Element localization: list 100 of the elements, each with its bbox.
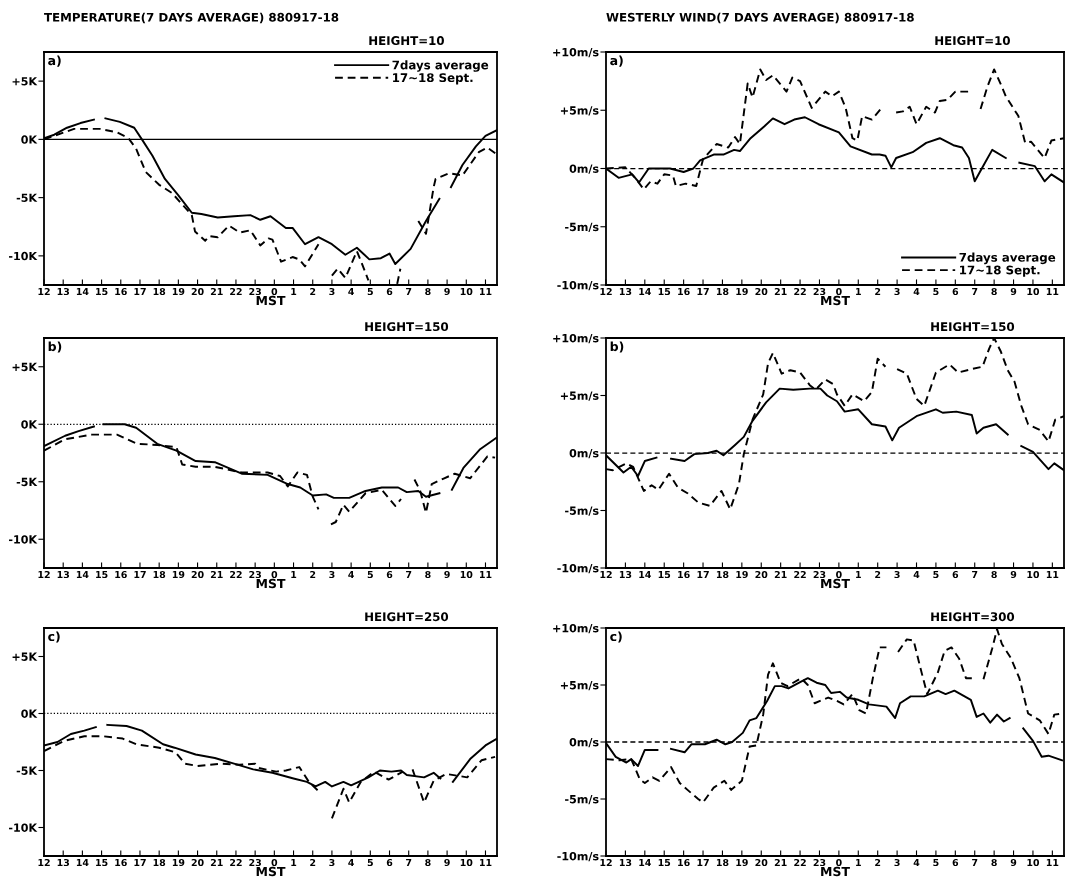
x-tick-label: 10 bbox=[460, 570, 473, 579]
y-tick-label: 0m/s bbox=[569, 737, 599, 748]
x-tick-label: 2 bbox=[875, 287, 881, 295]
annotation: c) bbox=[610, 631, 622, 643]
x-tick-label: 13 bbox=[57, 287, 70, 296]
y-tick-label: +10m/s bbox=[553, 47, 599, 58]
x-tick-label: 17 bbox=[134, 288, 146, 295]
x-tick-label: 16 bbox=[115, 858, 127, 867]
chart-subtitle: HEIGHT=150 bbox=[931, 322, 1015, 332]
x-tick-label: 11 bbox=[1046, 288, 1059, 295]
x-tick-label: 7 bbox=[972, 859, 978, 866]
y-tick-label: +5K bbox=[12, 652, 38, 661]
y-tick-label: +5m/s bbox=[560, 391, 599, 401]
x-tick-label: 5 bbox=[933, 571, 939, 579]
y-tick-label: +5K bbox=[12, 77, 38, 86]
x-tick-label: 14 bbox=[639, 859, 651, 866]
x-tick-label: 1 bbox=[291, 859, 297, 866]
x-tick-label: 3 bbox=[894, 570, 900, 579]
x-tick-label: 19 bbox=[172, 570, 185, 579]
x-tick-label: 13 bbox=[619, 570, 632, 579]
y-tick-label: -10m/s bbox=[557, 563, 599, 574]
x-tick-label: 21 bbox=[774, 570, 787, 578]
x-tick-label: 0 bbox=[836, 570, 842, 579]
y-tick-label: -5K bbox=[16, 477, 38, 487]
x-tick-label: 22 bbox=[230, 570, 242, 578]
x-tick-label: 21 bbox=[210, 287, 223, 295]
x-tick-label: 23 bbox=[249, 287, 261, 296]
x-tick-label: 18 bbox=[716, 858, 729, 867]
chart-subtitle: HEIGHT=10 bbox=[935, 36, 1010, 46]
x-tick-label: 3 bbox=[329, 287, 335, 296]
x-tick-label: 14 bbox=[639, 288, 651, 295]
x-tick-label: 12 bbox=[38, 858, 50, 866]
annotation: b) bbox=[610, 341, 624, 353]
chart-title: WESTERLY WIND(7 DAYS AVERAGE) 880917-18 bbox=[606, 12, 914, 24]
y-tick-label: 0m/s bbox=[569, 164, 599, 174]
x-tick-label: 14 bbox=[76, 288, 89, 295]
x-tick-label: 16 bbox=[115, 287, 127, 296]
x-tick-label: 3 bbox=[329, 570, 335, 579]
y-tick-label: -10m/s bbox=[557, 280, 599, 291]
x-tick-label: 5 bbox=[933, 288, 939, 296]
y-tick-label: +5m/s bbox=[560, 681, 599, 691]
x-tick-label: 22 bbox=[794, 570, 806, 578]
x-tick-label: 9 bbox=[1010, 858, 1017, 867]
annotation: a) bbox=[610, 55, 623, 67]
x-tick-label: 9 bbox=[1010, 287, 1017, 296]
x-axis-title: MST bbox=[256, 295, 286, 306]
x-tick-label: 2 bbox=[875, 858, 881, 866]
legend-label: 17~18 Sept. bbox=[960, 265, 1040, 277]
legend-label: 7days average bbox=[959, 252, 1056, 265]
x-tick-label: 21 bbox=[210, 570, 223, 578]
x-tick-label: 8 bbox=[425, 570, 431, 579]
chart-title: TEMPERATURE(7 DAYS AVERAGE) 880917-18 bbox=[44, 12, 339, 24]
x-tick-label: 21 bbox=[774, 287, 787, 295]
x-tick-label: 8 bbox=[991, 570, 997, 579]
x-tick-label: 1 bbox=[291, 571, 297, 578]
x-tick-label: 0 bbox=[271, 287, 278, 296]
x-tick-label: 2 bbox=[310, 858, 316, 866]
x-tick-label: 16 bbox=[115, 570, 127, 579]
x-tick-label: 10 bbox=[460, 858, 473, 867]
x-tick-label: 6 bbox=[386, 858, 393, 867]
y-tick-label: -5m/s bbox=[565, 506, 599, 516]
x-tick-label: 0 bbox=[836, 287, 842, 296]
x-tick-label: 8 bbox=[991, 858, 997, 867]
x-tick-label: 10 bbox=[1027, 858, 1040, 867]
annotation: b) bbox=[48, 341, 62, 353]
y-tick-label: -10K bbox=[8, 251, 38, 261]
x-tick-label: 4 bbox=[348, 571, 354, 578]
x-tick-label: 21 bbox=[210, 858, 223, 866]
x-tick-label: 18 bbox=[716, 570, 729, 579]
x-tick-label: 8 bbox=[425, 287, 431, 296]
x-tick-label: 4 bbox=[913, 571, 920, 578]
x-tick-label: 7 bbox=[406, 859, 412, 866]
x-tick-label: 21 bbox=[774, 858, 787, 866]
x-tick-label: 4 bbox=[348, 288, 354, 295]
x-tick-label: 18 bbox=[153, 858, 166, 867]
x-tick-label: 22 bbox=[230, 858, 242, 866]
x-tick-label: 8 bbox=[425, 858, 431, 867]
x-tick-label: 5 bbox=[367, 288, 373, 296]
x-tick-label: 1 bbox=[856, 571, 861, 578]
x-tick-label: 17 bbox=[697, 859, 709, 866]
x-tick-label: 3 bbox=[329, 858, 335, 867]
x-tick-label: 17 bbox=[697, 288, 709, 295]
x-tick-label: 2 bbox=[310, 287, 316, 295]
x-tick-label: 17 bbox=[134, 859, 146, 866]
y-tick-label: -5m/s bbox=[565, 222, 599, 232]
x-tick-label: 20 bbox=[191, 570, 204, 579]
x-tick-label: 11 bbox=[1046, 571, 1059, 578]
x-tick-label: 2 bbox=[310, 570, 316, 578]
x-tick-label: 14 bbox=[639, 571, 651, 578]
x-tick-label: 12 bbox=[600, 287, 612, 295]
x-tick-label: 7 bbox=[406, 571, 412, 578]
annotation: a) bbox=[48, 55, 61, 67]
chart-subtitle: HEIGHT=250 bbox=[365, 612, 449, 622]
x-tick-label: 6 bbox=[952, 570, 959, 579]
y-tick-label: -5K bbox=[16, 193, 38, 202]
x-tick-label: 16 bbox=[678, 858, 690, 867]
y-tick-label: -10K bbox=[8, 535, 38, 544]
x-tick-label: 6 bbox=[386, 287, 393, 296]
y-tick-label: -5K bbox=[16, 766, 38, 775]
x-tick-label: 16 bbox=[678, 287, 690, 296]
